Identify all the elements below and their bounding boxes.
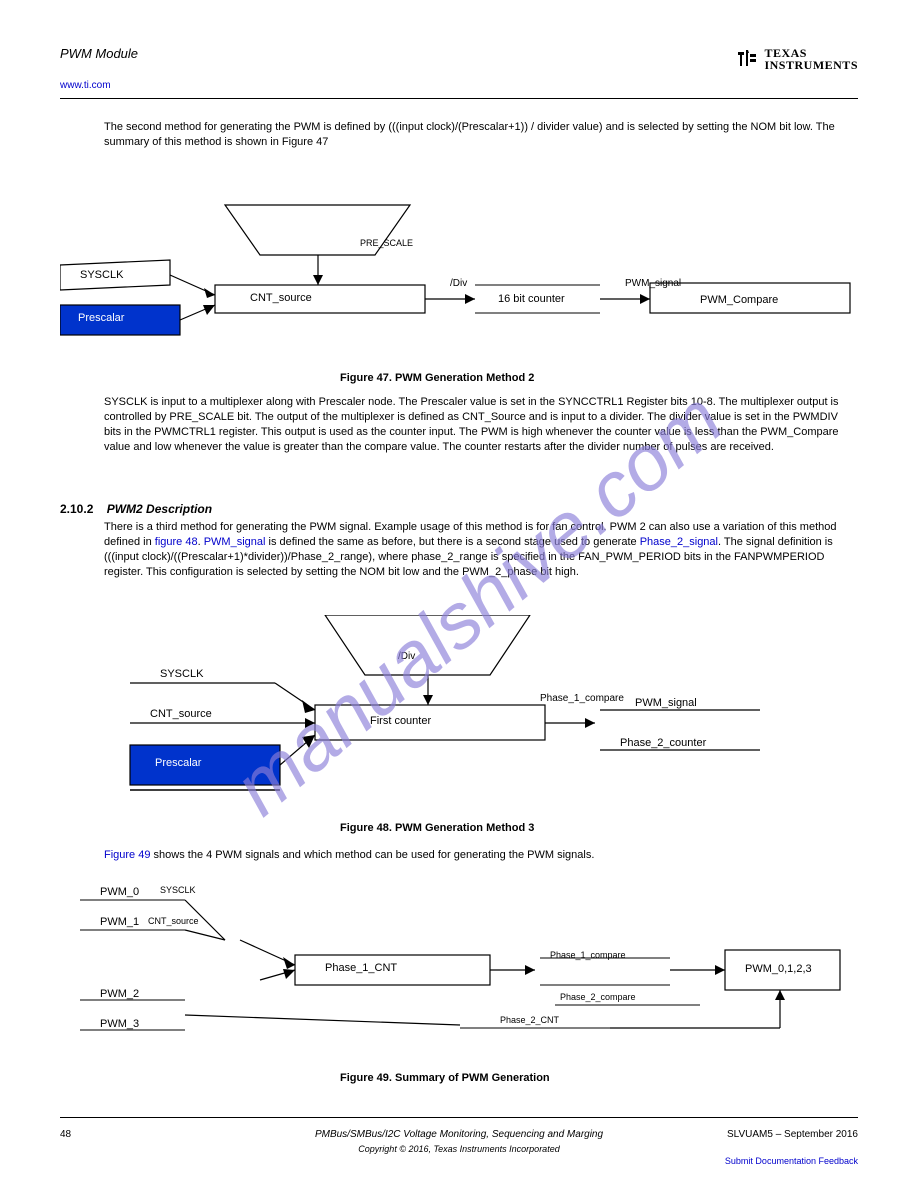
section-title: PWM2 Description: [107, 502, 212, 516]
header-rule: [60, 98, 858, 99]
footer-right: SLVUAM5 – September 2016: [727, 1129, 858, 1140]
fig49-pwm1: PWM_1: [100, 916, 139, 928]
fig48-caption: Figure 48. PWM Generation Method 3: [340, 822, 534, 834]
fig49-pwm: PWM_0,1,2,3: [745, 963, 812, 975]
fig48-phase1-cmp: Phase_1_compare: [540, 693, 624, 704]
fig48-pwm-signal: PWM_signal: [635, 697, 697, 709]
fig49-pwm2: PWM_2: [100, 988, 139, 1000]
footer-rule: [60, 1117, 858, 1118]
header-section-title: PWM Module: [60, 46, 138, 61]
fig47-mux-label: PRE_SCALE: [360, 238, 413, 248]
fig47-caption: Figure 47. PWM Generation Method 2: [340, 372, 534, 384]
fig49-para: Figure 49 shows the 4 PWM signals and wh…: [104, 848, 844, 863]
fig49-sysclk: SYSCLK: [160, 885, 196, 895]
figure-49-diagram: [80, 870, 860, 1070]
sec2102-para-top: There is a third method for generating t…: [104, 520, 844, 579]
fig48-div: /Div: [398, 651, 415, 662]
fig48-cnt-source: CNT_source: [150, 708, 212, 720]
fig49-phase1-cnt: Phase_1_CNT: [325, 962, 397, 974]
fig48-sysclk: SYSCLK: [160, 668, 203, 680]
fig49-pwm0: PWM_0: [100, 886, 139, 898]
footer-feedback-link[interactable]: Submit Documentation Feedback: [725, 1156, 858, 1166]
fig47-prescalar: Prescalar: [78, 312, 124, 324]
header-url[interactable]: www.ti.com: [60, 80, 111, 91]
fig47-pwm-signal: PWM_signal: [625, 278, 681, 289]
footer-copyright: Copyright © 2016, Texas Instruments Inco…: [0, 1144, 918, 1154]
section-num: 2.10.2: [60, 502, 93, 516]
figure-47-diagram: [60, 165, 860, 375]
fig47-pwm-compare: PWM_Compare: [700, 294, 778, 306]
fig49-cnt-source: CNT_source: [148, 916, 199, 926]
fig49-phase1-cmp: Phase_1_compare: [550, 950, 626, 960]
fig47-sysclk: SYSCLK: [80, 269, 123, 281]
fig49-caption: Figure 49. Summary of PWM Generation: [340, 1072, 550, 1084]
intro-paragraph: The second method for generating the PWM…: [104, 120, 844, 150]
fig47-counter: 16 bit counter: [498, 293, 565, 305]
fig47-div: /Div: [450, 278, 467, 289]
fig49-phase2-cmp: Phase_2_compare: [560, 992, 636, 1002]
brand-line2: INSTRUMENTS: [764, 59, 858, 71]
ti-logo: TEXAS INSTRUMENTS: [734, 46, 858, 72]
fig49-phase2-cnt: Phase_2_CNT: [500, 1015, 559, 1025]
fig48-phase2-cnt: Phase_2_counter: [620, 737, 706, 749]
fig49-pwm3: PWM_3: [100, 1018, 139, 1030]
fig48-prescalar: Prescalar: [155, 757, 201, 769]
fig47-cnt-source: CNT_source: [250, 292, 312, 304]
fig47-paragraph: SYSCLK is input to a multiplexer along w…: [104, 395, 844, 454]
fig48-first-counter: First counter: [370, 715, 431, 727]
